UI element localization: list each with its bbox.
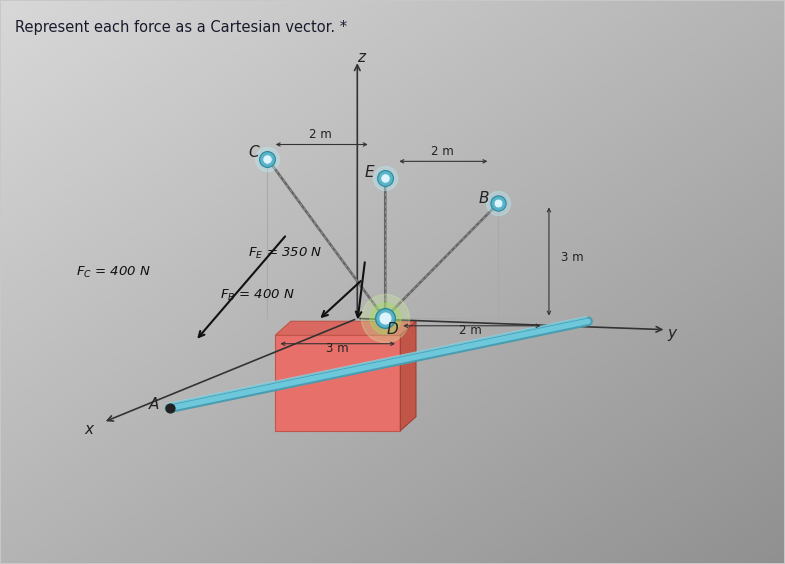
Point [378, 314, 391, 323]
Text: E: E [364, 165, 374, 180]
Point [378, 174, 391, 183]
Polygon shape [400, 321, 416, 431]
Point [378, 314, 391, 323]
Text: Represent each force as a Cartesian vector. *: Represent each force as a Cartesian vect… [16, 20, 348, 35]
Point [261, 154, 274, 163]
Text: 3 m: 3 m [327, 342, 349, 355]
Point [378, 174, 391, 183]
Text: $F_B$ = 400 N: $F_B$ = 400 N [221, 288, 295, 303]
Point [261, 154, 274, 163]
Text: C: C [248, 146, 258, 160]
Polygon shape [276, 336, 400, 431]
Point [492, 199, 505, 208]
Text: y: y [667, 326, 676, 341]
Point [492, 199, 505, 208]
Text: 2 m: 2 m [309, 128, 332, 141]
Point [378, 174, 391, 183]
Point [163, 404, 176, 413]
Text: z: z [357, 50, 365, 65]
Text: D: D [387, 322, 398, 337]
Text: 2 m: 2 m [459, 324, 482, 337]
Point [378, 314, 391, 323]
Text: 2 m: 2 m [431, 144, 454, 157]
Point [261, 154, 274, 163]
Text: $F_C$ = 400 N: $F_C$ = 400 N [75, 266, 151, 280]
Point [492, 199, 505, 208]
Text: $F_E$ = 350 N: $F_E$ = 350 N [248, 246, 322, 261]
Text: A: A [148, 397, 159, 412]
Point [378, 314, 391, 323]
Text: B: B [479, 191, 489, 206]
Text: 3 m: 3 m [560, 251, 583, 265]
Polygon shape [276, 321, 416, 336]
Text: x: x [85, 421, 93, 437]
